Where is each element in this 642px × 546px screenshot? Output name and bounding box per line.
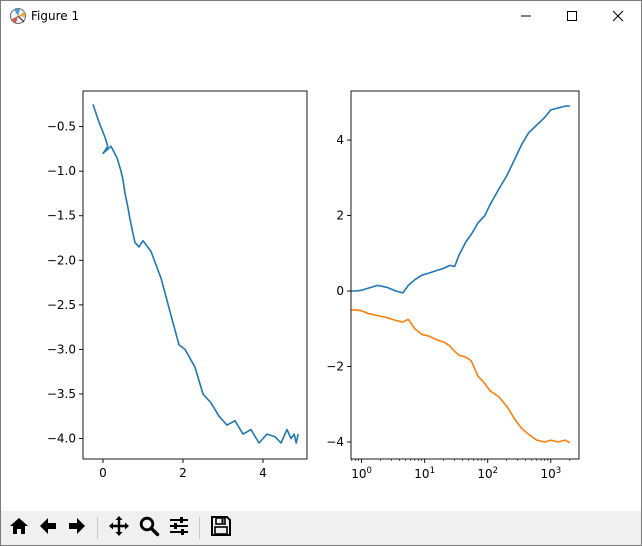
matplotlib-app-icon xyxy=(9,7,27,25)
floppy-disk-icon xyxy=(210,515,232,541)
subplot-2-xtick-label: 100 xyxy=(351,466,372,481)
pan-button[interactable] xyxy=(105,514,133,542)
subplot-1-ytick-label: −2.5 xyxy=(47,298,76,312)
zoom-button[interactable] xyxy=(135,514,163,542)
close-icon xyxy=(612,10,624,22)
back-button[interactable] xyxy=(34,514,62,542)
save-button[interactable] xyxy=(207,514,235,542)
minimize-icon xyxy=(520,10,532,22)
subplot-1-xtick-label: 0 xyxy=(99,466,107,480)
subplot-2-ytick-label: 0 xyxy=(336,284,344,298)
title-bar[interactable]: Figure 1 xyxy=(1,1,641,31)
magnifier-icon xyxy=(138,515,160,541)
subplot-1-ytick-label: −0.5 xyxy=(47,120,76,134)
subplot-1-axes-frame xyxy=(82,90,308,460)
subplot-2-axes-frame xyxy=(350,90,580,460)
home-icon xyxy=(8,515,30,541)
arrow-left-icon xyxy=(37,515,59,541)
subplot-1-ytick-label: −2.0 xyxy=(47,253,76,267)
subplot-2-ytick-label: −4 xyxy=(326,435,344,449)
figure-canvas[interactable]: 0 2 4 −0.5 −1.0 −1.5 −2.0 −2.5 −3.0 −3.5 −4.0 100 10… xyxy=(1,31,641,511)
close-button[interactable] xyxy=(595,1,641,31)
subplot-2-xtick-label: 103 xyxy=(540,466,561,481)
subplot-1-ytick-label: −1.5 xyxy=(47,209,76,223)
home-button[interactable] xyxy=(5,514,33,542)
forward-button[interactable] xyxy=(63,514,91,542)
subplot-1-series-1-line xyxy=(92,104,299,444)
subplot-1-ytick-label: −3.5 xyxy=(47,387,76,401)
sliders-icon xyxy=(168,515,190,541)
subplot-2-series-2-line xyxy=(351,309,571,444)
configure-subplots-button[interactable] xyxy=(165,514,193,542)
minimize-button[interactable] xyxy=(503,1,549,31)
subplot-1-ytick-label: −4.0 xyxy=(47,432,76,446)
move-icon xyxy=(108,515,130,541)
subplot-2-xtick-label: 101 xyxy=(414,466,435,481)
navigation-toolbar xyxy=(1,511,641,545)
subplot-2-ytick-label: −2 xyxy=(326,360,344,374)
subplot-1-ytick-label: −3.0 xyxy=(47,342,76,356)
toolbar-separator xyxy=(97,517,98,539)
maximize-button[interactable] xyxy=(549,1,595,31)
subplot-1-xtick-label: 4 xyxy=(259,466,267,480)
subplot-2-ytick-label: 4 xyxy=(336,133,344,147)
maximize-icon xyxy=(566,10,578,22)
subplot-1-xtick-label: 2 xyxy=(179,466,187,480)
subplot-2-series-1-line xyxy=(351,105,570,294)
subplot-2-ytick-label: 2 xyxy=(336,209,344,223)
window-title: Figure 1 xyxy=(31,9,80,23)
arrow-right-icon xyxy=(66,515,88,541)
toolbar-separator xyxy=(199,517,200,539)
figure-svg: 0 2 4 −0.5 −1.0 −1.5 −2.0 −2.5 −3.0 −3.5 −4.0 100 10… xyxy=(47,90,580,481)
subplot-2-xtick-label: 102 xyxy=(477,466,498,481)
subplot-1-ytick-label: −1.0 xyxy=(47,164,76,178)
